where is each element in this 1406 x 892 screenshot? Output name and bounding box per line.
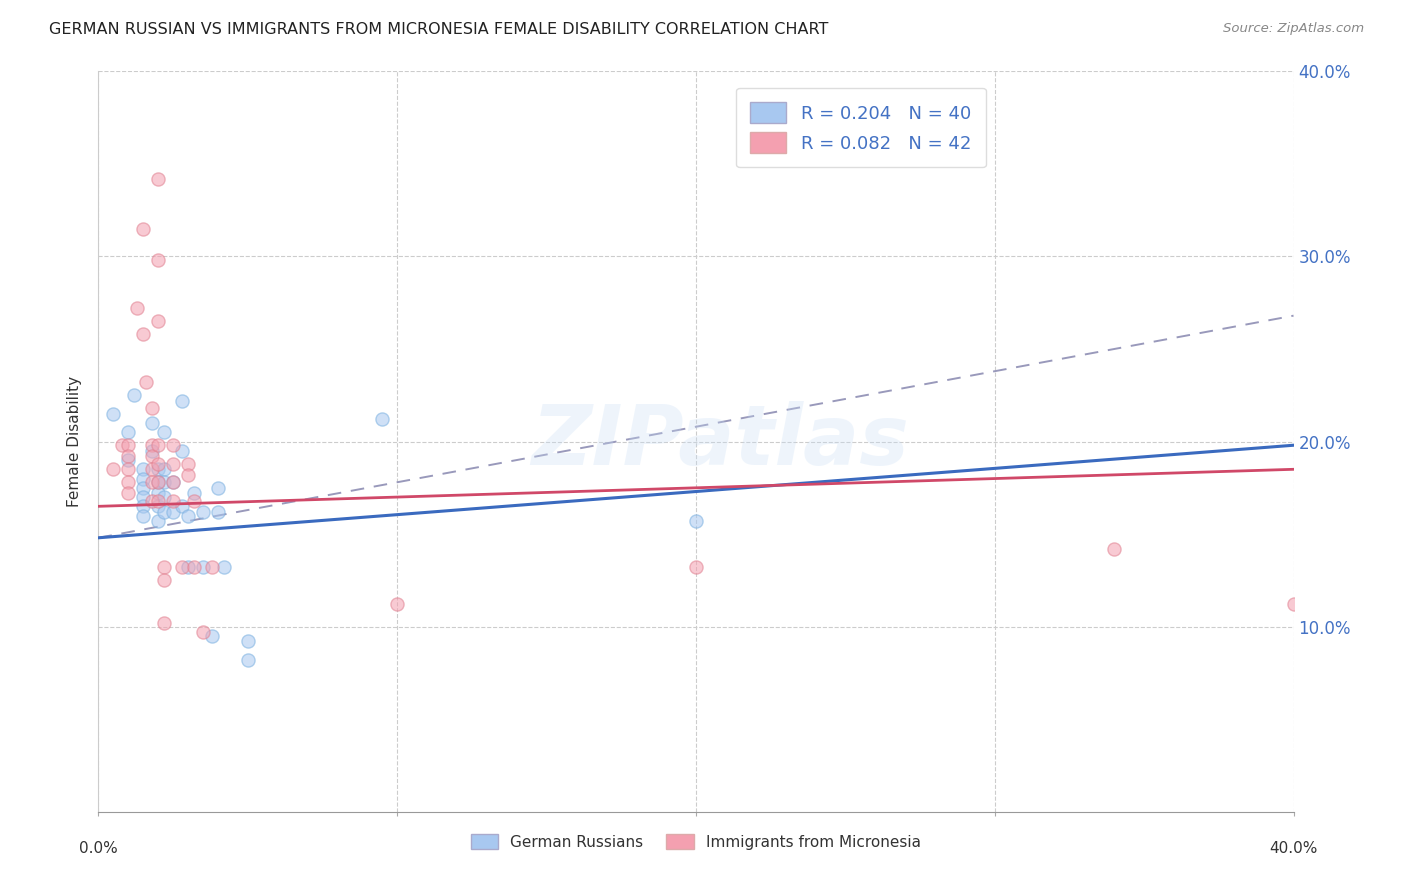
Point [685, 514, 707, 528]
Point [153, 490, 176, 504]
Text: Source: ZipAtlas.com: Source: ZipAtlas.com [1223, 22, 1364, 36]
Point [148, 500, 170, 514]
Text: ZIPatlas: ZIPatlas [531, 401, 908, 482]
Point [1282, 598, 1305, 612]
Point [212, 560, 235, 574]
Point [148, 438, 170, 452]
Point [148, 171, 170, 186]
Point [132, 490, 155, 504]
Point [132, 481, 155, 495]
Point [177, 467, 200, 482]
Point [172, 500, 194, 514]
Point [371, 412, 394, 426]
Point [153, 574, 176, 588]
Text: 40.0%: 40.0% [1270, 841, 1317, 856]
Point [148, 462, 170, 476]
Point [201, 560, 224, 574]
Point [132, 221, 155, 235]
Point [162, 475, 184, 490]
Point [162, 438, 184, 452]
Point [132, 508, 155, 523]
Point [148, 314, 170, 328]
Point [191, 505, 214, 519]
Point [103, 407, 125, 421]
Legend: German Russians, Immigrants from Micronesia: German Russians, Immigrants from Microne… [464, 828, 928, 856]
Point [141, 401, 163, 416]
Point [153, 615, 176, 630]
Point [117, 486, 139, 500]
Point [148, 486, 170, 500]
Point [183, 493, 205, 508]
Point [162, 505, 184, 519]
Point [132, 327, 155, 342]
Point [153, 462, 176, 476]
Point [183, 486, 205, 500]
Point [685, 560, 707, 574]
Point [148, 493, 170, 508]
Point [135, 376, 157, 390]
Point [103, 462, 125, 476]
Point [148, 253, 170, 268]
Point [132, 472, 155, 486]
Point [207, 505, 229, 519]
Point [162, 457, 184, 471]
Point [117, 438, 139, 452]
Point [153, 475, 176, 490]
Point [1104, 541, 1126, 556]
Point [124, 388, 146, 402]
Point [148, 475, 170, 490]
Point [132, 462, 155, 476]
Point [141, 443, 163, 458]
Point [117, 450, 139, 464]
Point [153, 560, 176, 574]
Point [201, 629, 224, 643]
Point [141, 438, 163, 452]
Point [162, 475, 184, 490]
Y-axis label: Female Disability: Female Disability [67, 376, 83, 508]
Point [177, 457, 200, 471]
Point [127, 301, 149, 316]
Point [117, 425, 139, 440]
Point [236, 653, 259, 667]
Text: 0.0%: 0.0% [79, 841, 118, 856]
Point [141, 416, 163, 430]
Point [141, 450, 163, 464]
Text: GERMAN RUSSIAN VS IMMIGRANTS FROM MICRONESIA FEMALE DISABILITY CORRELATION CHART: GERMAN RUSSIAN VS IMMIGRANTS FROM MICRON… [49, 22, 828, 37]
Point [111, 438, 134, 452]
Point [141, 462, 163, 476]
Point [141, 493, 163, 508]
Point [117, 475, 139, 490]
Point [132, 500, 155, 514]
Point [172, 560, 194, 574]
Point [148, 475, 170, 490]
Point [183, 560, 205, 574]
Point [162, 493, 184, 508]
Point [191, 560, 214, 574]
Point [117, 462, 139, 476]
Point [177, 508, 200, 523]
Point [177, 560, 200, 574]
Point [153, 425, 176, 440]
Point [172, 443, 194, 458]
Point [148, 457, 170, 471]
Point [172, 393, 194, 408]
Point [207, 481, 229, 495]
Point [148, 514, 170, 528]
Point [385, 598, 409, 612]
Point [153, 505, 176, 519]
Point [191, 625, 214, 640]
Point [236, 634, 259, 648]
Point [117, 453, 139, 467]
Point [141, 475, 163, 490]
